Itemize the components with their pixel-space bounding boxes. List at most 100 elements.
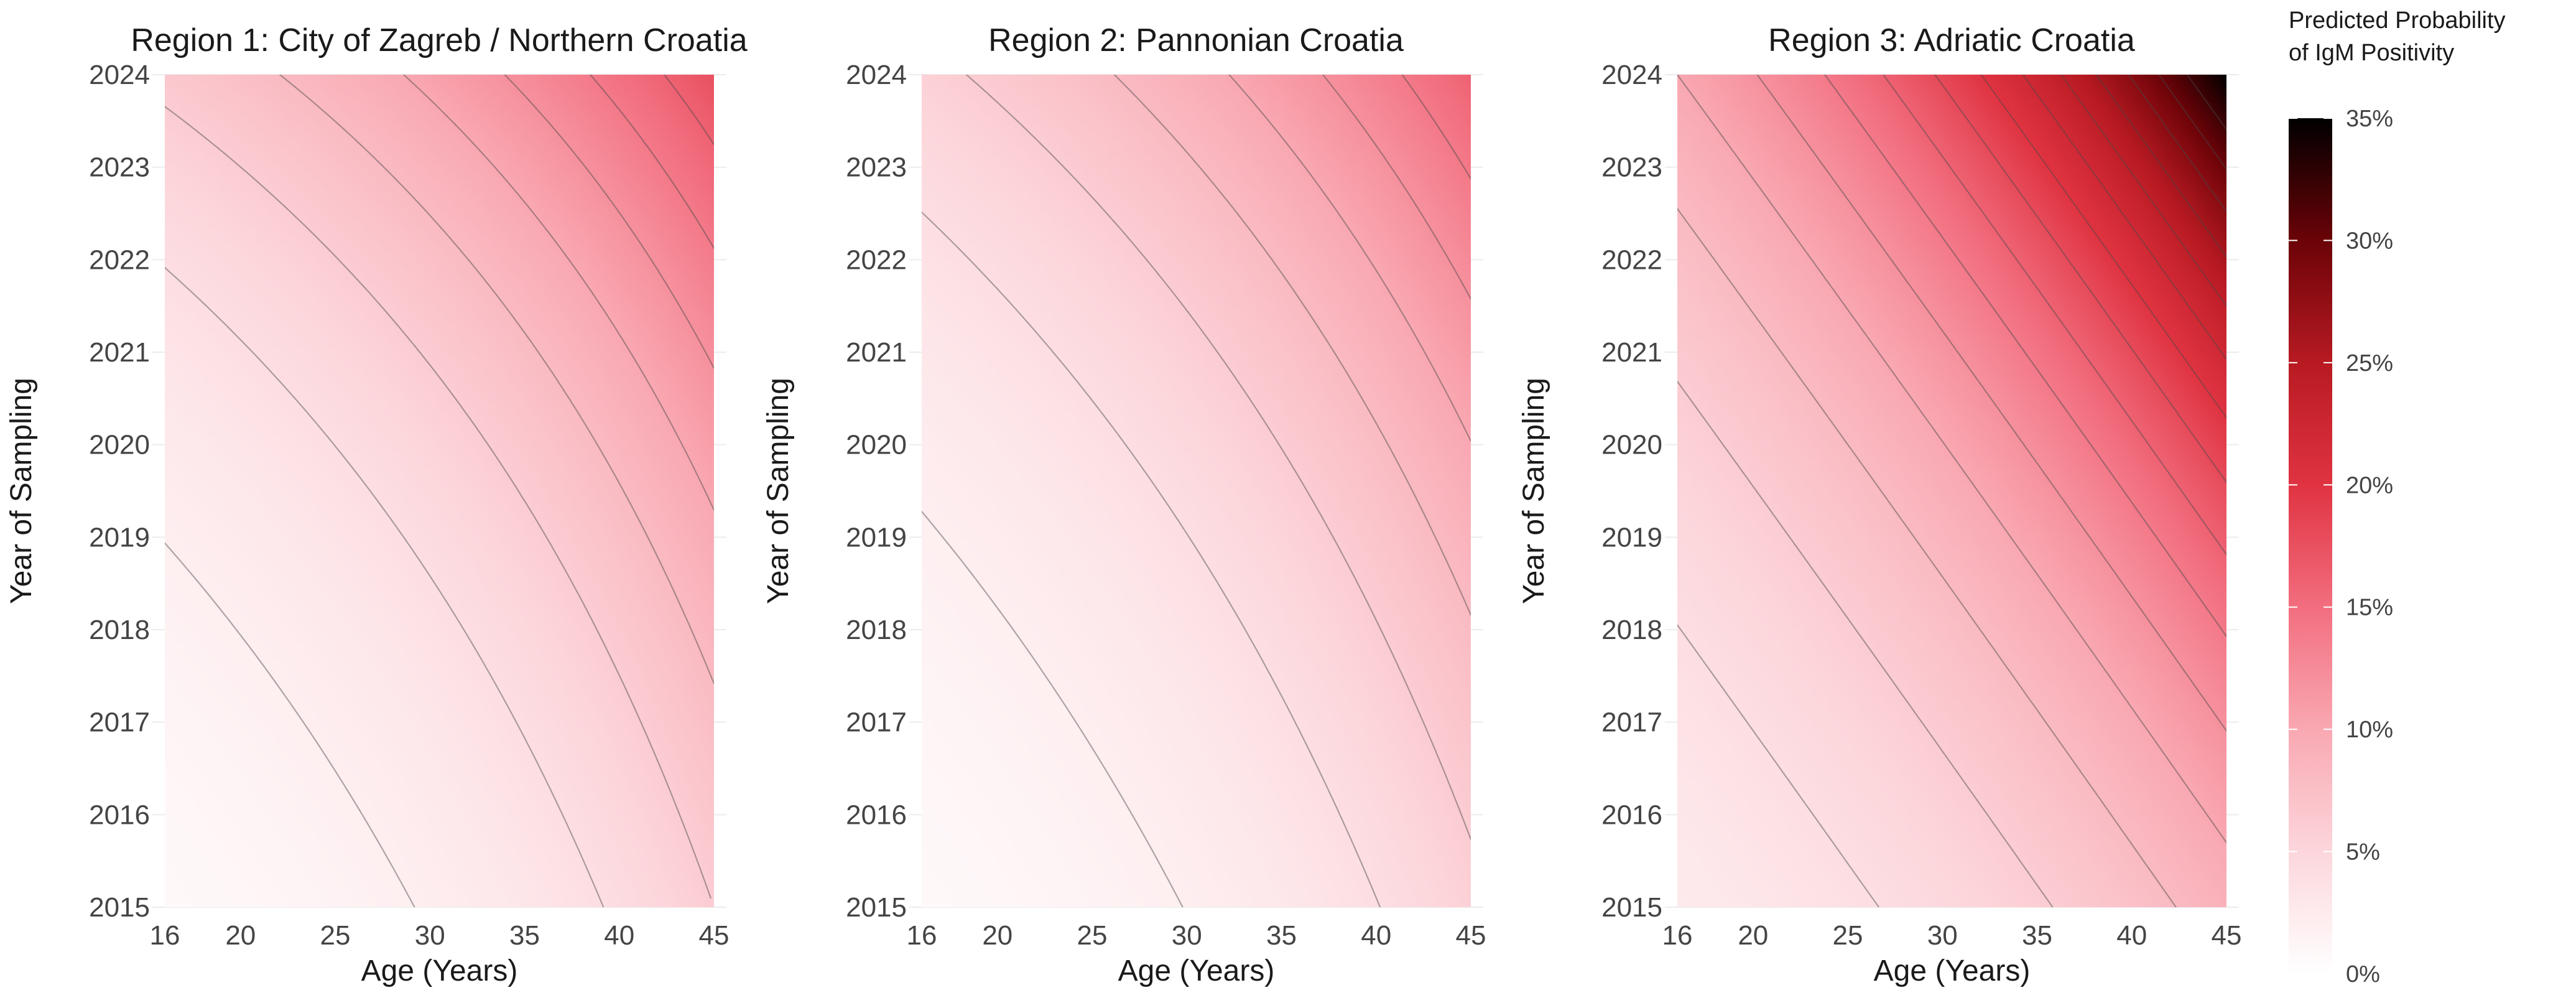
x-tick-label: 16 <box>150 920 180 951</box>
x-tick-label: 45 <box>2212 920 2242 951</box>
legend-tick-label: 35% <box>2346 106 2393 132</box>
x-tick-label: 30 <box>1172 920 1202 951</box>
y-tick-label: 2022 <box>89 245 150 275</box>
heatmap-surface <box>922 75 1471 907</box>
heatmap-panels: Region 1: City of Zagreb / Northern Croa… <box>5 22 2241 987</box>
legend-tick-label: 30% <box>2346 228 2393 254</box>
x-tick-label: 30 <box>1927 920 1958 951</box>
y-tick-label: 2016 <box>846 800 907 830</box>
x-tick-label: 35 <box>2022 920 2052 951</box>
contour-line <box>165 267 605 907</box>
y-tick-label: 2020 <box>846 430 907 460</box>
contour-line <box>165 106 711 899</box>
contour-line <box>589 75 714 249</box>
contour-line <box>664 75 714 146</box>
contour-line <box>1113 75 1471 616</box>
y-tick-label: 2023 <box>1601 152 1662 183</box>
contour-lines <box>1677 75 2226 907</box>
contour-line <box>2128 75 2226 212</box>
panel-1: Region 1: City of Zagreb / Northern Croa… <box>5 22 748 987</box>
x-tick-label: 45 <box>1456 920 1486 951</box>
y-tick-label: 2022 <box>1601 245 1662 275</box>
legend-title-line-1: Predicted Probability <box>2289 7 2506 34</box>
y-tick-label: 2015 <box>846 892 907 923</box>
y-tick-label: 2019 <box>89 522 150 553</box>
y-tick-label: 2015 <box>89 892 150 923</box>
contour-line <box>2060 75 2226 307</box>
contour-line <box>1934 75 2226 483</box>
y-tick-label: 2017 <box>89 707 150 738</box>
contour-line <box>165 542 415 907</box>
contour-line <box>2022 75 2226 360</box>
panel-3: Region 3: Adriatic Croatia20152016201720… <box>1517 22 2241 987</box>
contour-line <box>1677 624 1880 907</box>
contour-line <box>279 75 714 684</box>
x-tick-label: 16 <box>907 920 937 951</box>
contour-line <box>1980 75 2226 419</box>
contour-line <box>2095 75 2226 258</box>
contour-line <box>1228 75 1471 442</box>
x-tick-label: 35 <box>509 920 540 951</box>
contour-line <box>922 211 1381 907</box>
x-axis-title: Age (Years) <box>1118 954 1275 987</box>
contour-line <box>2186 75 2226 131</box>
contour-line <box>965 75 1471 841</box>
panel-title: Region 1: City of Zagreb / Northern Croa… <box>131 22 747 58</box>
legend-tick-label: 5% <box>2346 839 2380 865</box>
y-tick-label: 2024 <box>846 60 907 90</box>
contour-line <box>403 75 714 511</box>
y-tick-label: 2021 <box>846 337 907 368</box>
contour-line <box>1677 208 2177 907</box>
legend-colorbar <box>2289 118 2332 974</box>
contour-line <box>1677 75 2226 844</box>
contour-line <box>1677 380 2054 907</box>
x-tick-label: 30 <box>415 920 445 951</box>
x-tick-label: 40 <box>604 920 634 951</box>
x-tick-label: 45 <box>699 920 730 951</box>
y-tick-label: 2018 <box>1601 615 1662 645</box>
y-tick-label: 2024 <box>1601 60 1662 90</box>
x-tick-label: 25 <box>1833 920 1863 951</box>
legend-tick-label: 10% <box>2346 717 2393 743</box>
y-tick-label: 2016 <box>1601 800 1662 830</box>
y-tick-label: 2023 <box>89 152 150 183</box>
x-tick-label: 16 <box>1662 920 1693 951</box>
contour-line <box>1883 75 2226 556</box>
y-tick-label: 2020 <box>89 430 150 460</box>
contour-line <box>2158 75 2226 170</box>
contour-lines <box>165 75 714 907</box>
panel-2: Region 2: Pannonian Croatia2015201620172… <box>762 22 1486 987</box>
contour-line <box>504 75 714 369</box>
contour-line <box>1322 75 1471 300</box>
x-tick-label: 20 <box>1738 920 1768 951</box>
y-tick-label: 2024 <box>89 60 150 90</box>
y-tick-label: 2018 <box>89 615 150 645</box>
y-tick-label: 2023 <box>846 152 907 183</box>
legend-tick-label: 25% <box>2346 350 2393 376</box>
contour-line <box>1824 75 2226 637</box>
y-tick-label: 2017 <box>846 707 907 738</box>
x-tick-label: 20 <box>982 920 1012 951</box>
legend-tick-label: 20% <box>2346 472 2393 498</box>
contour-line <box>1756 75 2226 732</box>
contour-line <box>1401 75 1471 180</box>
x-tick-label: 25 <box>320 920 351 951</box>
y-tick-label: 2021 <box>89 337 150 368</box>
heatmap-surface <box>1677 75 2226 907</box>
y-tick-label: 2020 <box>1601 430 1662 460</box>
y-tick-label: 2016 <box>89 800 150 830</box>
y-tick-label: 2021 <box>1601 337 1662 368</box>
x-tick-label: 20 <box>225 920 256 951</box>
y-axis-title: Year of Sampling <box>762 378 795 604</box>
color-legend: Predicted Probability of IgM Positivity 0%… <box>2289 7 2506 987</box>
y-tick-label: 2019 <box>1601 522 1662 553</box>
panel-title: Region 2: Pannonian Croatia <box>988 22 1404 58</box>
x-axis-title: Age (Years) <box>361 954 518 987</box>
legend-title-line-2: of IgM Positivity <box>2289 40 2454 66</box>
legend-tick-label: 15% <box>2346 595 2393 621</box>
x-tick-label: 35 <box>1266 920 1297 951</box>
y-tick-label: 2019 <box>846 522 907 553</box>
y-tick-label: 2018 <box>846 615 907 645</box>
y-tick-label: 2015 <box>1601 892 1662 923</box>
